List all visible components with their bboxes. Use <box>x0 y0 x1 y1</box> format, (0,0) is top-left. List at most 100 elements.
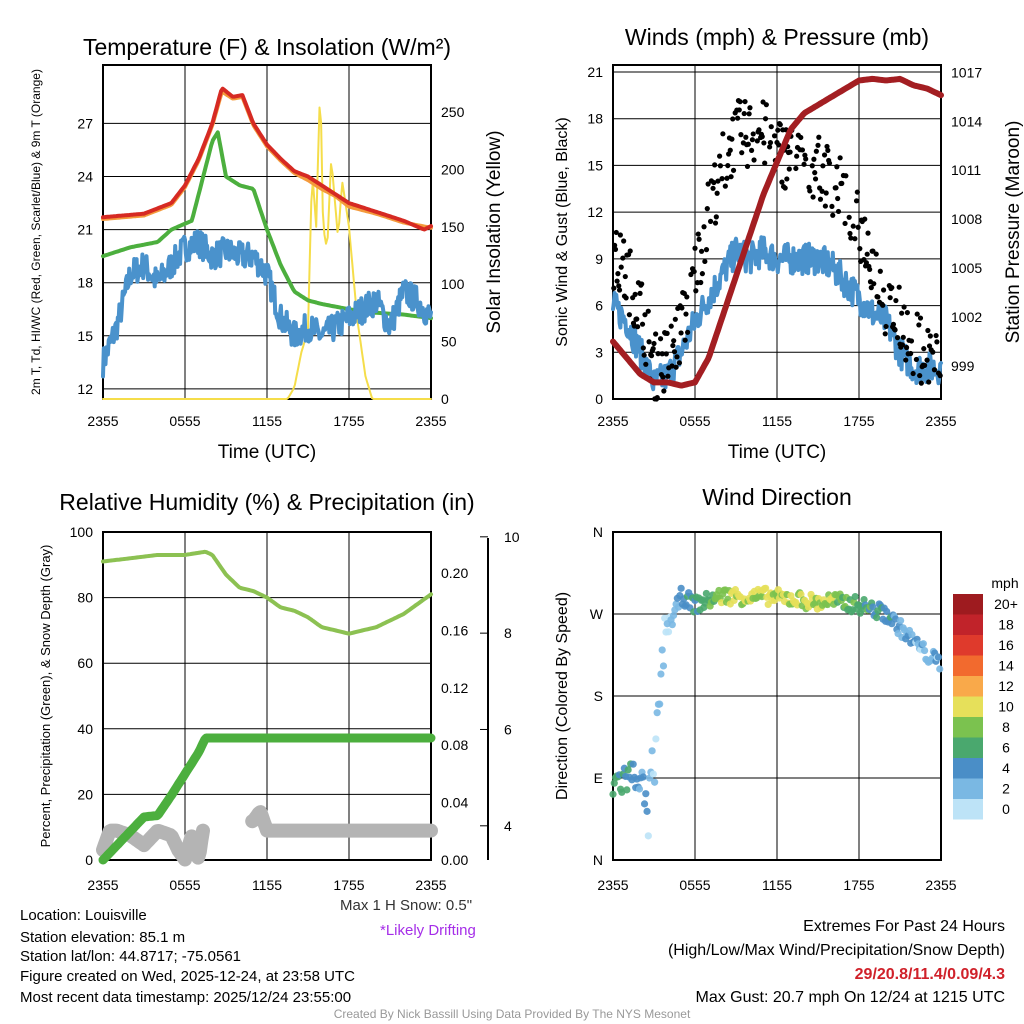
gust-dot <box>611 285 617 291</box>
y-tick-label: 21 <box>77 222 93 238</box>
gust-dot <box>881 287 887 293</box>
gust-dot <box>724 175 730 181</box>
gust-dot <box>798 134 804 141</box>
gust-dot <box>663 351 669 357</box>
gust-dot <box>823 190 829 196</box>
gust-dot <box>819 188 825 194</box>
legend-swatch <box>953 737 983 758</box>
y2-tick-label: 1002 <box>951 309 982 325</box>
legend-label: 14 <box>998 658 1014 674</box>
gust-dot <box>875 294 881 300</box>
x-tick-label: 0555 <box>169 877 200 893</box>
direction-point <box>639 773 647 781</box>
gust-dot <box>657 336 664 342</box>
gust-dot <box>925 327 931 334</box>
gust-dot <box>812 176 819 182</box>
gust-dot <box>679 305 685 311</box>
gust-dot <box>711 179 717 186</box>
gust-dot <box>671 349 678 355</box>
legend-title: mph <box>991 575 1018 591</box>
y-tick-label: 9 <box>595 251 603 267</box>
legend-label: 18 <box>998 617 1014 633</box>
direction-point <box>851 592 859 601</box>
y3-tick-label: 6 <box>504 721 512 737</box>
y-tick-label: 27 <box>77 115 93 131</box>
y-tick-label: W <box>590 606 604 622</box>
gust-dot <box>893 297 899 304</box>
gust-dot <box>639 321 646 327</box>
gust-dot <box>627 248 633 254</box>
gust-dot <box>927 333 933 339</box>
gust-dot <box>730 116 736 122</box>
gust-dot <box>917 372 923 379</box>
gust-dot <box>768 124 774 130</box>
gust-dot <box>640 345 646 351</box>
gust-dot <box>908 350 914 357</box>
gust-dot <box>613 229 619 236</box>
gust-dot <box>698 248 705 254</box>
gust-dot <box>799 147 806 153</box>
gust-dot <box>671 338 677 344</box>
direction-point <box>908 630 916 639</box>
y2-tick-label: 0.08 <box>441 737 468 753</box>
legend-label: 12 <box>998 678 1014 694</box>
gust-dot <box>742 98 748 105</box>
gust-dot <box>645 308 651 314</box>
direction-point <box>664 628 673 636</box>
y-tick-label: 60 <box>77 655 93 671</box>
y-axis-label: 2m T, Td, HI/WC (Red, Green, Scarlet/Blu… <box>29 69 43 395</box>
x-tick-label: 1755 <box>843 877 874 893</box>
gust-dot <box>922 362 928 368</box>
credit: Created By Nick Bassill Using Data Provi… <box>333 1007 691 1021</box>
gust-dot <box>741 110 747 117</box>
gust-dot <box>614 278 620 284</box>
legend-label: 10 <box>998 699 1014 715</box>
y2-axis-label: Solar Insolation (Yellow) <box>484 130 505 333</box>
gust-dot <box>747 105 753 111</box>
y-axis-label: Percent, Precipitation (Green), & Snow D… <box>38 545 53 848</box>
gust-dot <box>899 342 906 348</box>
gust-dot <box>767 144 773 150</box>
legend-swatch <box>953 799 983 820</box>
y2-tick-label: 1008 <box>951 211 982 227</box>
direction-point <box>919 640 927 648</box>
gust-dot <box>632 291 638 297</box>
direction-point <box>669 611 678 620</box>
gust-dot <box>713 214 719 220</box>
x-tick-label: 1755 <box>333 877 364 893</box>
gust-dot <box>684 294 690 300</box>
extremes-title: Extremes For Past 24 Hours <box>803 918 1005 935</box>
x-tick-label: 1755 <box>333 413 364 429</box>
gust-dot <box>674 354 680 360</box>
x-tick-label: 1155 <box>252 877 282 893</box>
gust-dot <box>889 284 895 291</box>
gust-dot <box>762 160 768 166</box>
direction-point <box>677 584 685 592</box>
x-tick-label: 2355 <box>925 413 956 429</box>
gust-dot <box>817 196 824 202</box>
gust-dot <box>676 360 683 366</box>
plot-frame <box>612 531 942 861</box>
gust-dot <box>812 170 818 176</box>
gust-dot <box>918 380 924 386</box>
y2-tick-label: 100 <box>441 276 465 292</box>
gust-dot <box>673 364 679 370</box>
gust-dot <box>877 268 883 274</box>
y2-tick-label: 150 <box>441 219 465 235</box>
plot-frame <box>102 531 432 861</box>
gust-dot <box>762 116 769 122</box>
gust-dot <box>809 163 815 169</box>
y-axis-label: Direction (Colored By Speed) <box>554 592 571 800</box>
chart-title: Winds (mph) & Pressure (mb) <box>625 24 929 50</box>
gust-dot <box>744 163 751 170</box>
x-tick-label: 2355 <box>597 877 628 893</box>
y2-tick-label: 1011 <box>951 162 981 178</box>
gust-dot <box>933 332 939 339</box>
gust-dot <box>743 134 749 140</box>
gust-dot <box>825 147 831 153</box>
lat-lon: Station lat/lon: 44.8717; -75.0561 <box>20 948 242 965</box>
gust-dot <box>916 322 922 328</box>
gust-dot <box>735 115 741 121</box>
